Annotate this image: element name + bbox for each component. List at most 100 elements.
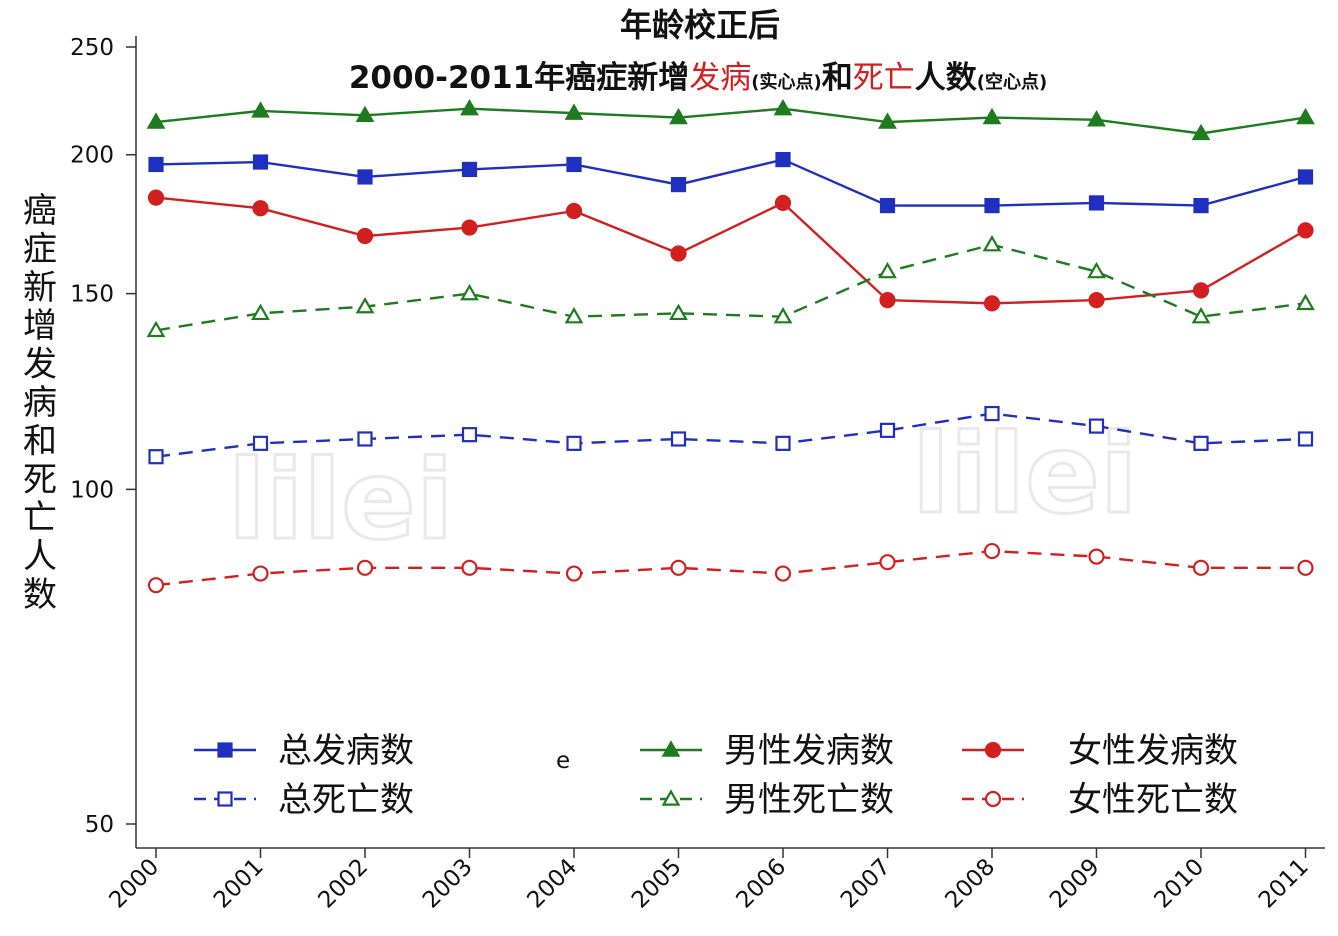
data-point [669, 303, 688, 321]
data-point [982, 107, 1002, 125]
series-line [155, 196, 1307, 305]
y-axis-ticks: 250 200 150 100 50 [70, 35, 136, 838]
legend-item: 女性死亡数 [962, 780, 1238, 820]
legend-label: 总发病数 [278, 731, 414, 771]
series-3 [147, 189, 1314, 312]
data-point [982, 234, 1002, 252]
data-point [355, 105, 375, 123]
y-axis-label-char: 亡 [23, 498, 57, 538]
subtitle-part-6: 人数 [915, 60, 977, 96]
data-point [357, 169, 373, 185]
series-1 [148, 151, 1314, 214]
subtitle-part-1: 2000-2011年癌症新增 [349, 60, 689, 96]
data-point [983, 295, 1001, 312]
data-point [460, 99, 479, 116]
data-point [566, 435, 582, 451]
data-point [878, 112, 897, 129]
data-point [879, 197, 896, 214]
legend-swatch-marker [217, 742, 233, 758]
data-point [146, 112, 166, 129]
subtitle-part-3: (实心点) [751, 71, 821, 93]
y-axis-label-char: 和 [23, 421, 57, 461]
legend-label: 总死亡数 [278, 780, 414, 820]
data-point [984, 405, 1000, 422]
series-line [155, 158, 1306, 207]
series-line [155, 549, 1306, 587]
y-tick-label: 200 [70, 143, 114, 169]
data-point [147, 189, 165, 206]
series-4 [148, 405, 1314, 465]
data-point [879, 554, 896, 571]
data-point [1088, 548, 1105, 565]
data-point [774, 194, 792, 212]
data-point [461, 427, 478, 443]
data-point [1192, 559, 1210, 576]
data-point [1088, 195, 1105, 211]
data-point [1296, 107, 1315, 125]
chart-title: 年龄校正后 [620, 6, 780, 44]
data-point [146, 320, 166, 338]
data-point [357, 431, 373, 447]
data-point [252, 435, 269, 451]
legend-label: 男性死亡数 [724, 780, 894, 820]
subtitle-part-5: 死亡 [853, 60, 915, 96]
y-tick-label: 250 [70, 35, 114, 61]
y-tick-label: 50 [85, 812, 114, 838]
data-point [879, 291, 896, 309]
data-point [879, 422, 896, 438]
legend-swatch-marker [661, 740, 681, 757]
data-point [148, 156, 164, 173]
data-point [1297, 169, 1314, 185]
data-point [1191, 123, 1211, 141]
data-point [670, 559, 687, 576]
legend-label: 男性发病数 [724, 731, 894, 771]
data-point [670, 177, 687, 193]
series-layer [146, 99, 1315, 594]
data-point [1296, 293, 1315, 311]
data-point [773, 306, 793, 324]
data-point [252, 200, 269, 217]
data-point [774, 565, 792, 582]
y-axis-label-char: 死 [23, 460, 57, 500]
data-point [1193, 197, 1209, 214]
data-point [355, 296, 375, 314]
data-point [1087, 261, 1106, 279]
data-point [1193, 435, 1209, 451]
y-axis-label-char: 新 [23, 268, 57, 308]
subtitle-part-4: 和 [822, 60, 853, 96]
y-axis-label-char: 症 [23, 229, 57, 269]
legend-item: 女性发病数 [962, 731, 1238, 771]
data-point [1297, 222, 1314, 239]
y-axis-label-char: 人 [23, 537, 57, 577]
data-point [565, 202, 583, 220]
data-point [1088, 418, 1105, 434]
legend-swatch-marker [984, 741, 1002, 759]
legend-item: 男性发病数 [640, 731, 894, 771]
data-point [669, 107, 688, 125]
series-5 [146, 234, 1315, 338]
series-line [155, 107, 1306, 135]
data-point [984, 197, 1000, 214]
data-point [1191, 306, 1211, 324]
data-point [565, 565, 583, 582]
data-point [983, 542, 1001, 560]
y-axis-label-char: 增 [23, 306, 57, 346]
data-point [461, 559, 478, 576]
subtitle-part-2: 发病 [689, 60, 751, 96]
y-tick-label: 150 [70, 282, 114, 308]
legend-item: 总发病数 [194, 731, 414, 771]
series-2 [146, 99, 1315, 141]
data-point [1297, 559, 1314, 576]
chart-subtitle: 2000-2011年癌症新增发病(实心点)和死亡人数(空心点) [349, 60, 1047, 96]
data-point [775, 435, 791, 451]
data-point [775, 151, 791, 168]
data-point [564, 306, 584, 324]
legend-label: 女性死亡数 [1068, 780, 1238, 820]
legend-stray-char: e [556, 748, 570, 774]
data-point [252, 565, 269, 582]
y-axis-label-char: 数 [23, 575, 57, 615]
data-point [564, 103, 584, 120]
